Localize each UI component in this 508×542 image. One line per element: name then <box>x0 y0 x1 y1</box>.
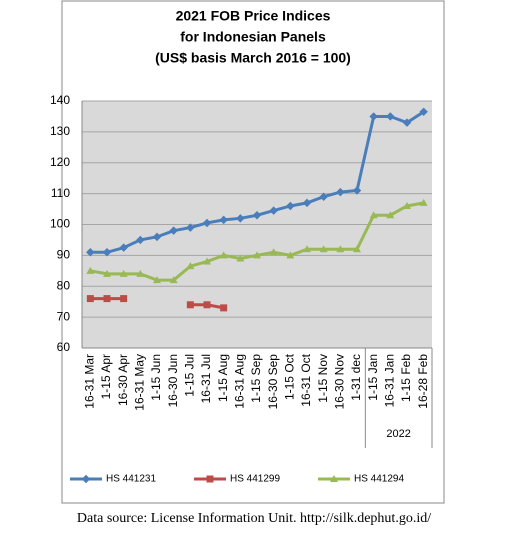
x-tick-label: 16-31 Aug <box>233 354 247 409</box>
marker <box>302 198 312 208</box>
chart-title: for Indonesian Panels <box>180 29 326 45</box>
marker <box>402 118 412 127</box>
marker <box>336 187 345 197</box>
y-tick-label: 60 <box>57 340 71 354</box>
marker <box>86 295 94 303</box>
marker <box>303 245 311 253</box>
marker <box>153 276 161 284</box>
marker <box>219 215 228 225</box>
marker <box>386 211 395 219</box>
y-tick-label: 90 <box>57 248 71 262</box>
legend-label: HS 441299 <box>230 474 280 485</box>
marker <box>203 301 211 309</box>
legend-label: HS 441231 <box>106 474 156 485</box>
marker <box>202 218 212 228</box>
marker <box>136 269 145 277</box>
marker <box>419 198 428 206</box>
x-tick-label: 1-15 Jan <box>366 354 380 401</box>
marker <box>352 186 362 195</box>
x-tick-label: 16-30 Jun <box>166 354 180 407</box>
marker <box>86 248 95 257</box>
marker <box>206 475 214 483</box>
marker <box>81 474 91 484</box>
marker <box>169 226 178 235</box>
y-tick-label: 140 <box>50 93 70 107</box>
marker <box>186 262 195 270</box>
y-tick-label: 80 <box>57 278 71 292</box>
marker <box>353 245 361 253</box>
marker <box>186 223 195 232</box>
x-tick-label: 16-31 May <box>133 354 147 411</box>
marker <box>220 304 228 312</box>
marker <box>386 112 395 121</box>
y-tick-label: 100 <box>50 217 70 231</box>
marker <box>102 248 112 257</box>
marker <box>186 301 194 309</box>
marker <box>336 245 345 253</box>
marker <box>119 269 128 277</box>
marker <box>369 112 378 121</box>
marker <box>419 107 428 117</box>
x-tick-label: 1-15 Jul <box>183 354 197 397</box>
x-tick-label: 1-31 dec <box>349 354 363 401</box>
marker <box>236 254 245 262</box>
marker <box>286 201 295 211</box>
x-tick-label: 16-31 Jan <box>383 354 397 407</box>
y-tick-label: 70 <box>57 309 71 323</box>
x-tick-label: 1-15 Nov <box>316 354 330 403</box>
x-tick-label: 16-31 Mar <box>83 354 97 409</box>
x-tick-label: 1-15 Feb <box>399 354 413 402</box>
marker <box>330 475 338 482</box>
x-tick-label: 1-15 Oct <box>283 353 297 400</box>
chart-title: 2021 FOB Price Indices <box>176 8 331 24</box>
x-tick-label: 1-15 Aug <box>216 354 230 402</box>
marker <box>269 248 278 256</box>
x-tick-label: 16-30 Sep <box>266 354 280 410</box>
x-tick-label: 16-31 Oct <box>299 353 313 406</box>
marker <box>136 235 145 245</box>
marker <box>369 211 378 219</box>
x-tick-label: 1-15 Jun <box>149 354 163 401</box>
chart-subtitle: (US$ basis March 2016 = 100) <box>155 50 351 66</box>
marker <box>219 251 228 259</box>
marker <box>403 201 411 209</box>
marker <box>86 266 95 274</box>
marker <box>269 206 278 215</box>
x-tick-label: 16-30 Nov <box>333 354 347 409</box>
x-tick-label: 1-15 Sep <box>249 354 263 403</box>
y-tick-label: 120 <box>50 155 70 169</box>
x-tick-label: 16-28 Feb <box>416 354 430 409</box>
marker <box>169 276 178 284</box>
marker <box>319 192 328 201</box>
x-tick-label: 1-15 Apr <box>99 354 113 399</box>
group-label: 2022 <box>386 428 410 440</box>
marker <box>319 245 328 253</box>
y-tick-label: 110 <box>51 186 70 200</box>
marker <box>286 251 295 259</box>
marker <box>253 251 261 259</box>
marker <box>103 295 111 303</box>
y-tick-label: 130 <box>50 124 70 138</box>
marker <box>120 295 128 303</box>
marker <box>252 210 262 220</box>
marker <box>152 232 162 242</box>
source-note: Data source: License Information Unit. h… <box>77 511 431 526</box>
marker <box>203 257 211 265</box>
marker <box>103 269 111 277</box>
marker <box>119 243 128 252</box>
legend-label: HS 441294 <box>354 474 404 485</box>
x-tick-label: 16-31 Jul <box>199 354 213 403</box>
marker <box>236 214 245 223</box>
x-tick-label: 16-30 Apr <box>116 354 130 406</box>
